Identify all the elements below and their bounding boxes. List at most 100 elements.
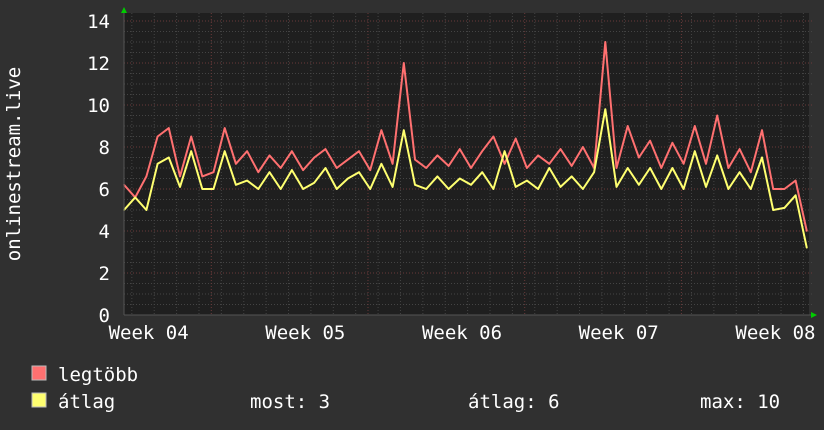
data-point — [582, 188, 584, 190]
data-point — [369, 169, 372, 171]
data-point — [526, 167, 528, 169]
data-point — [727, 167, 730, 169]
data-point — [414, 184, 416, 186]
data-point — [772, 209, 774, 211]
data-point — [705, 186, 707, 188]
data-point — [156, 163, 159, 165]
data-point — [794, 179, 797, 182]
data-point — [660, 188, 663, 190]
x-tick-label: Week 08 — [735, 322, 815, 344]
data-point — [705, 163, 707, 165]
legend-swatch-max — [31, 365, 47, 381]
grid — [124, 13, 812, 315]
data-point — [615, 167, 618, 169]
data-point — [783, 207, 786, 209]
data-point — [727, 188, 730, 190]
data-point — [347, 158, 349, 161]
y-axis-title: onlinestream.live — [3, 67, 25, 261]
stat-max: max: 10 — [700, 391, 780, 413]
data-point — [604, 41, 607, 43]
data-point — [313, 156, 316, 159]
data-point — [805, 230, 808, 232]
y-tick-label: 10 — [87, 95, 110, 117]
data-point — [391, 186, 394, 188]
data-point — [145, 209, 148, 211]
x-axis-arrow-icon — [811, 312, 817, 318]
data-point — [335, 167, 338, 169]
data-point — [537, 154, 539, 157]
data-point — [615, 186, 618, 188]
data-point — [246, 179, 248, 182]
data-point — [302, 188, 304, 190]
data-point — [559, 186, 562, 188]
data-point — [279, 167, 282, 169]
data-point — [649, 167, 651, 169]
data-point — [134, 196, 136, 199]
data-point — [481, 171, 483, 173]
data-point — [403, 129, 405, 131]
data-point — [660, 167, 663, 169]
data-point — [694, 150, 696, 152]
data-point — [190, 135, 192, 138]
y-tick-label: 2 — [99, 263, 110, 285]
stat-now: most: 3 — [250, 391, 330, 413]
legend-label-max: legtöbb — [58, 364, 138, 386]
data-point — [761, 156, 763, 159]
data-point — [682, 163, 685, 165]
data-point — [414, 158, 416, 161]
data-point — [268, 154, 271, 157]
data-point — [738, 171, 741, 173]
data-point — [470, 167, 472, 169]
data-point — [548, 167, 551, 169]
data-point — [458, 177, 461, 180]
data-point — [738, 148, 741, 150]
data-point — [156, 135, 159, 138]
x-tick-label: Week 06 — [422, 322, 502, 344]
data-point — [671, 142, 674, 144]
data-point — [391, 163, 394, 165]
data-point — [313, 181, 316, 184]
data-point — [212, 188, 215, 190]
data-point — [347, 177, 349, 180]
data-point — [291, 169, 293, 171]
x-tick-label: Week 05 — [265, 322, 345, 344]
data-point — [604, 108, 607, 110]
y-axis-ticks: 0 2 4 6 8 10 12 14 — [87, 11, 110, 327]
data-point — [671, 167, 674, 169]
data-point — [537, 188, 539, 190]
data-point — [805, 247, 808, 249]
data-point — [749, 171, 752, 173]
data-point — [235, 184, 237, 186]
data-point — [190, 150, 192, 152]
data-point — [257, 188, 260, 190]
data-point — [358, 171, 360, 173]
data-point — [694, 125, 696, 127]
data-point — [223, 150, 226, 152]
data-point — [761, 129, 763, 131]
data-point — [436, 154, 439, 157]
data-point — [447, 188, 450, 190]
x-tick-label: Week 04 — [109, 322, 189, 344]
series-line-max — [123, 41, 808, 232]
data-point — [380, 129, 383, 131]
data-point — [458, 148, 461, 150]
y-tick-label: 6 — [99, 179, 110, 201]
data-point — [324, 148, 327, 150]
data-point — [638, 184, 640, 186]
y-tick-label: 8 — [99, 137, 110, 159]
data-point — [503, 150, 506, 152]
legend-swatch-avg — [31, 392, 47, 408]
data-point — [324, 167, 327, 169]
data-point — [559, 148, 562, 150]
data-point — [492, 188, 495, 190]
data-point — [772, 188, 774, 190]
data-point — [570, 175, 573, 178]
data-point — [201, 188, 204, 190]
data-point — [526, 179, 528, 182]
data-point — [593, 171, 595, 173]
data-point — [783, 188, 786, 190]
x-axis-ticks: Week 04 Week 05 Week 06 Week 07 Week 08 — [109, 322, 816, 344]
series-line-avg — [123, 108, 808, 249]
data-point — [425, 167, 428, 169]
data-point — [279, 188, 282, 190]
